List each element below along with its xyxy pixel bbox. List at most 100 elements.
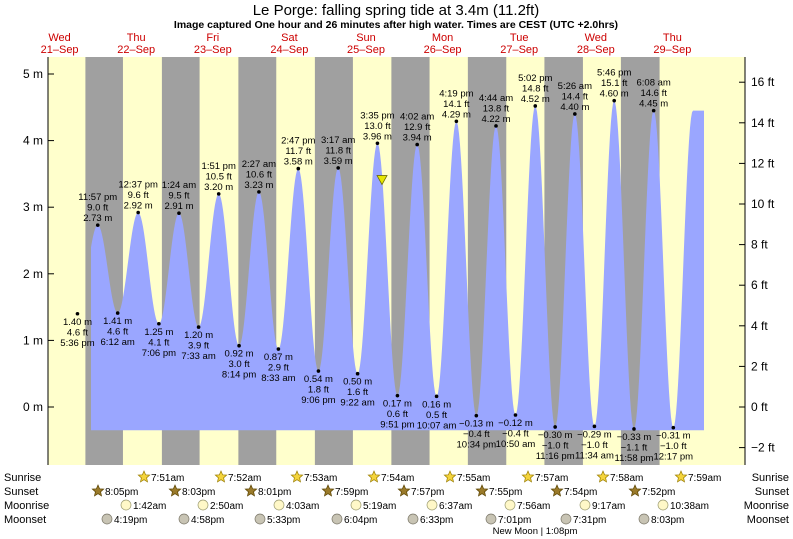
day-date: 26–Sep — [424, 44, 462, 56]
day-labels: Wed21–SepThu22–SepFri23–SepSat24–SepSun2… — [41, 32, 692, 56]
extreme-point — [216, 192, 221, 196]
extreme-time: 11:34 am — [575, 450, 614, 461]
sunrise-time: 7:53am — [304, 473, 337, 484]
extreme-point — [592, 424, 597, 429]
chart-title: Le Porge: falling spring tide at 3.4m (1… — [253, 2, 540, 19]
extreme-point — [95, 223, 100, 227]
y-tick-label-m: 1 m — [23, 333, 43, 347]
moonrise-row-label-left: Moonrise — [4, 500, 49, 512]
extreme-height-m: 4.40 m — [560, 102, 589, 113]
extreme-time: 5:46 pm — [597, 68, 631, 79]
extreme-point — [434, 394, 439, 399]
extreme-height-ft: 2.9 ft — [268, 363, 289, 374]
moonrise-time: 4:03am — [286, 501, 319, 512]
extreme-point — [474, 413, 479, 418]
extreme-point — [612, 98, 617, 103]
extreme-point — [395, 393, 400, 398]
extreme-height-m: 3.96 m — [363, 131, 392, 142]
extreme-height-m: 3.20 m — [204, 182, 233, 193]
moonrise-time: 2:50am — [210, 501, 243, 512]
extreme-time: 11:16 pm — [536, 451, 575, 462]
extreme-height-ft: 12.9 ft — [404, 122, 431, 133]
y-tick-label-ft: 10 ft — [751, 197, 775, 211]
extreme-time: 4:02 am — [400, 112, 434, 123]
extreme-time: 9:06 pm — [301, 395, 335, 406]
extreme-time: 1:51 pm — [202, 161, 236, 172]
moonrise-time: 10:38am — [670, 501, 709, 512]
extreme-time: 6:08 am — [637, 78, 671, 89]
sunset-time: 8:05pm — [105, 487, 138, 498]
moon-icon — [560, 513, 572, 525]
y-tick-label-ft: 14 ft — [751, 116, 775, 130]
extreme-point — [276, 347, 281, 351]
extreme-height-m: 0.54 m — [304, 374, 333, 385]
day-name: Fri — [206, 32, 219, 44]
moon-icon — [407, 513, 419, 525]
day-name: Mon — [432, 32, 453, 44]
extreme-height-m: −0.13 m — [459, 419, 494, 430]
sun-star-icon — [321, 484, 335, 497]
current-level-marker — [376, 175, 388, 186]
extreme-point — [257, 190, 261, 194]
extreme-height-ft: 9.0 ft — [87, 203, 108, 214]
extreme-height-ft: 11.7 ft — [285, 146, 311, 157]
extreme-height-m: 0.50 m — [343, 377, 372, 388]
extreme-height-m: 3.94 m — [403, 133, 432, 144]
moonrise-time: 1:42am — [133, 501, 166, 512]
moonset-time: 6:04pm — [344, 515, 377, 526]
moon-icon — [101, 513, 113, 525]
day-name: Sat — [281, 32, 298, 44]
sunrise-time: 7:51am — [151, 473, 184, 484]
extreme-height-ft: −0.4 ft — [502, 428, 529, 439]
sun-star-icon — [397, 484, 411, 497]
sun-star-icon — [475, 484, 489, 497]
extreme-time: 5:26 am — [558, 81, 592, 92]
extreme-height-ft: 4.6 ft — [107, 327, 128, 338]
extreme-time: 4:19 pm — [439, 88, 473, 99]
extreme-height-ft: −1.0 ft — [542, 440, 569, 451]
extreme-time: 8:33 am — [261, 373, 295, 384]
y-tick-label-m: 4 m — [23, 134, 43, 148]
extreme-height-m: 0.17 m — [383, 399, 412, 410]
extreme-height-ft: 13.8 ft — [483, 103, 510, 114]
day-date: 24–Sep — [270, 44, 308, 56]
extreme-time: 10:07 am — [417, 420, 457, 431]
sun-star-icon — [91, 484, 105, 497]
moon-icon — [197, 499, 209, 511]
extreme-time: 12:17 pm — [653, 452, 693, 463]
extreme-height-m: 4.45 m — [639, 99, 668, 110]
sunset-time: 8:03pm — [182, 487, 215, 498]
sunrise-row-label-right: Sunrise — [752, 472, 789, 484]
moon-icon — [331, 513, 343, 525]
extreme-point — [671, 425, 676, 430]
day-date: 23–Sep — [194, 44, 232, 56]
sun-star-icon — [628, 484, 642, 497]
extreme-height-ft: 3.9 ft — [188, 341, 209, 352]
moonrise-time: 5:19am — [363, 501, 396, 512]
extreme-height-ft: 9.5 ft — [168, 191, 189, 202]
moonset-time: 5:33pm — [267, 515, 300, 526]
extreme-height-m: −0.31 m — [656, 431, 691, 442]
extreme-time: 3:17 am — [321, 135, 355, 146]
y-tick-label-m: 0 m — [23, 400, 43, 414]
extreme-height-ft: 9.6 ft — [128, 190, 149, 201]
extreme-height-m: 1.40 m — [63, 317, 92, 328]
day-name: Wed — [48, 32, 70, 44]
sunset-time: 8:01pm — [258, 487, 291, 498]
y-tick-label-ft: 0 ft — [751, 400, 768, 414]
day-date: 27–Sep — [500, 44, 538, 56]
day-name: Sun — [356, 32, 376, 44]
moon-icon — [657, 499, 669, 511]
chart-subtitle: Image captured One hour and 26 minutes a… — [174, 19, 618, 31]
extreme-time: 2:47 pm — [281, 136, 315, 147]
high-tide-label: 12:37 pm9.6 ft2.92 m — [118, 180, 158, 215]
extreme-point — [196, 325, 201, 329]
day-date: 22–Sep — [117, 44, 155, 56]
